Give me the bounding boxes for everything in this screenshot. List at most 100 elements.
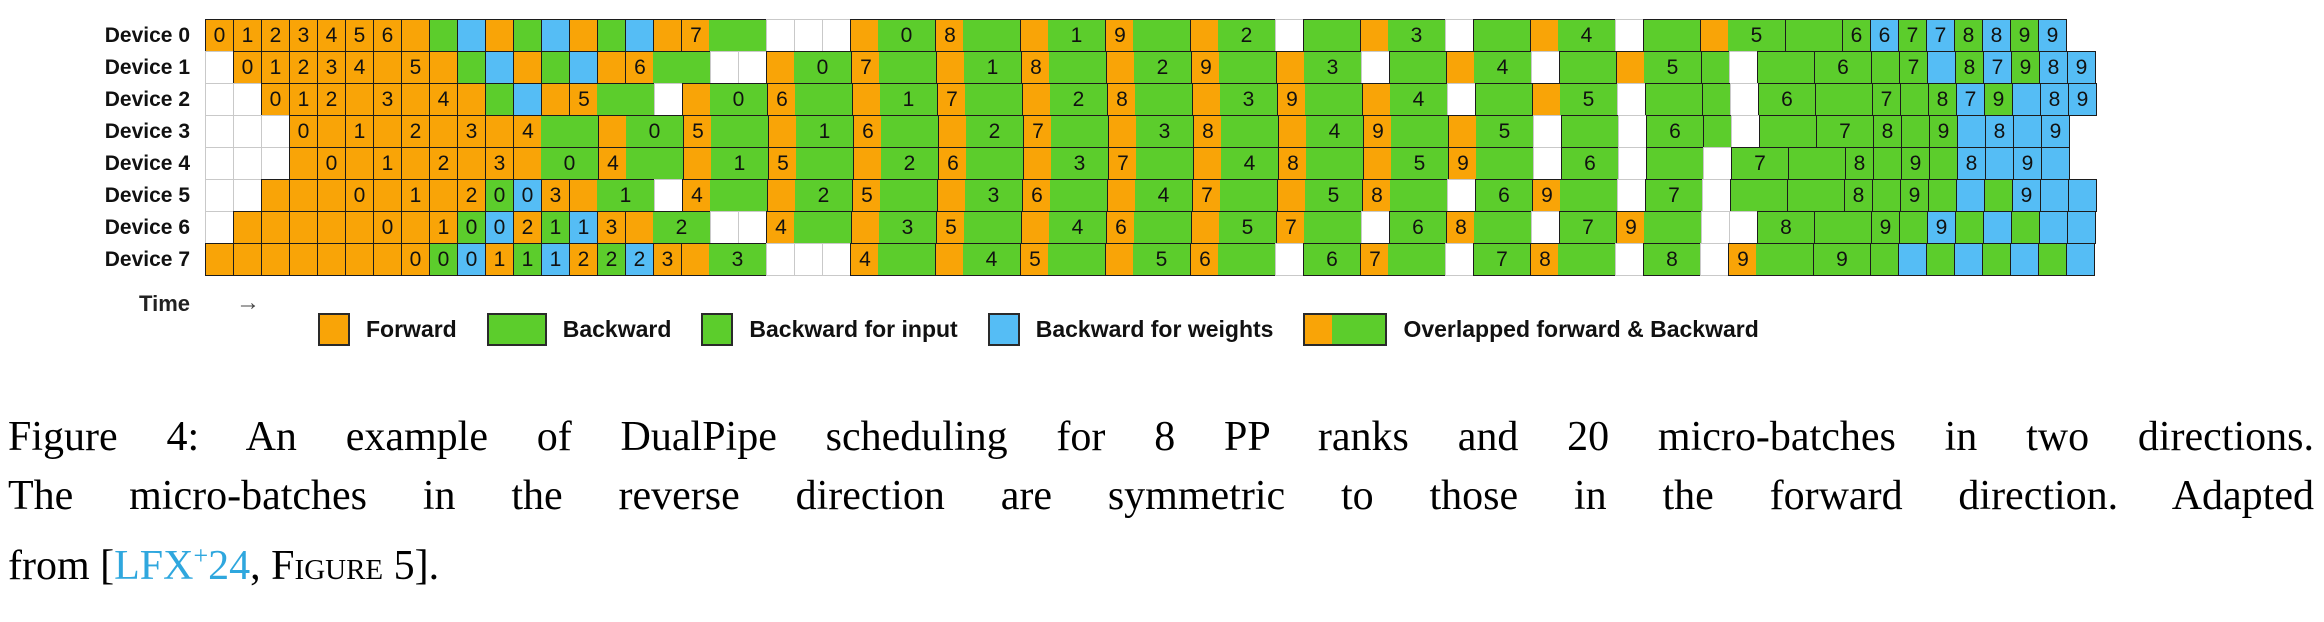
cell-forward [768, 115, 797, 148]
cell-backward [965, 83, 1023, 116]
cell-backward-weights: 9 [2013, 147, 2042, 180]
cell-forward: 9 [1191, 51, 1220, 84]
cell-forward [345, 211, 374, 244]
citation-link[interactable]: LFX+24 [114, 541, 251, 589]
cell-backward [626, 147, 684, 180]
cell-forward [1192, 83, 1221, 116]
cell-backward-input [1955, 211, 1984, 244]
cell-backward-weights: 7 [1956, 83, 1985, 116]
cell-backward [1730, 179, 1788, 212]
cell-forward [1105, 243, 1134, 276]
cell-forward [850, 19, 879, 52]
time-arrow-icon: → [236, 289, 260, 316]
legend-swatch-overlapped [1303, 313, 1388, 346]
cell-backward [1788, 147, 1846, 180]
caption-line-3-end: ]. [414, 543, 440, 589]
cell-backward-input [2038, 243, 2067, 276]
cell-backward [964, 211, 1022, 244]
cell-backward [879, 51, 937, 84]
cell-forward: 3 [289, 19, 318, 52]
cell-forward: 6 [1106, 211, 1135, 244]
cell-backward: 4 [1049, 211, 1107, 244]
device-label: Device 4 [104, 151, 190, 175]
cell-backward-weights [1954, 243, 1983, 276]
cell-backward-weights: 8 [1982, 19, 2011, 52]
cell-backward-weights: 2 [625, 243, 654, 276]
cell-backward [653, 51, 711, 84]
cell-backward-weights [2012, 83, 2041, 116]
cell-backward [1050, 179, 1108, 212]
cell-gap [766, 243, 795, 276]
cell-forward: 3 [597, 211, 626, 244]
cell-backward: 5 [1728, 19, 1786, 52]
cell-gap [1731, 115, 1760, 148]
cell-backward-weights: 9 [1927, 211, 1956, 244]
cell-backward-weights: 8 [2040, 83, 2069, 116]
cell-backward-input: 8 [1873, 115, 1902, 148]
cell-forward: 6 [1190, 243, 1219, 276]
cell-forward: 7 [937, 83, 966, 116]
cell-backward: 6 [1814, 51, 1872, 84]
cell-backward [1306, 147, 1364, 180]
cell-gap [1618, 147, 1647, 180]
cell-gap [1729, 51, 1758, 84]
cell-forward [1193, 147, 1222, 180]
cell-backward-input: 8 [1954, 19, 1983, 52]
cell-forward: 5 [569, 83, 598, 116]
cell-backward [1558, 243, 1616, 276]
cell-backward [1560, 179, 1618, 212]
cell-gap [1275, 19, 1304, 52]
cell-gap [1275, 243, 1304, 276]
cell-gap [1361, 211, 1390, 244]
legend: Forward Backward Backward for input Backwar… [318, 313, 1789, 346]
cell-backward: 2 [1050, 83, 1108, 116]
cell-forward [1446, 51, 1475, 84]
cell-backward-weights: 9 [2067, 51, 2096, 84]
cell-backward: 2 [1218, 19, 1276, 52]
cell-backward [1646, 147, 1704, 180]
cell-forward: 3 [317, 51, 346, 84]
cell-backward-weights: 9 [2041, 115, 2070, 148]
cell-forward: 0 [289, 115, 318, 148]
cell-gap [654, 179, 683, 212]
legend-label: Backward for input [749, 316, 958, 342]
cell-backward-input: 7 [1899, 51, 1928, 84]
cell-backward: 6 [1475, 179, 1533, 212]
cell-forward [1616, 51, 1645, 84]
cell-backward-weights [1956, 179, 1985, 212]
cell-forward: 5 [401, 51, 430, 84]
cell-forward: 3 [457, 115, 486, 148]
cell-forward: 7 [1108, 147, 1137, 180]
figure-ref: Figure 5 [271, 543, 415, 589]
cell-gap [738, 51, 767, 84]
legend-swatch-bwd-input [701, 313, 734, 346]
cell-forward: 8 [1278, 147, 1307, 180]
cell-backward [1049, 51, 1107, 84]
cell-forward: 9 [1448, 147, 1477, 180]
cell-backward [1388, 243, 1446, 276]
cell-backward-weights: 0 [513, 179, 542, 212]
cell-backward [966, 147, 1024, 180]
cell-forward: 7 [1276, 211, 1305, 244]
cell-backward [1051, 115, 1109, 148]
cell-forward [681, 243, 710, 276]
cell-forward [401, 19, 430, 52]
cell-backward-input [1703, 115, 1732, 148]
cell-forward [429, 115, 458, 148]
cell-backward-input [1984, 179, 2013, 212]
cell-forward [1190, 19, 1219, 52]
cell-forward [345, 147, 374, 180]
cell-backward [1218, 243, 1276, 276]
cell-backward-input: 2 [597, 243, 626, 276]
cell-forward: 6 [625, 51, 654, 84]
legend-label: Backward for weights [1035, 316, 1274, 342]
cell-backward: 5 [1219, 211, 1277, 244]
cell-backward-input: 1 [541, 211, 570, 244]
cell-forward [598, 115, 627, 148]
cell-backward-input [1702, 83, 1731, 116]
cell-backward-weights: 6 [1870, 19, 1899, 52]
cell-backward: 0 [626, 115, 684, 148]
